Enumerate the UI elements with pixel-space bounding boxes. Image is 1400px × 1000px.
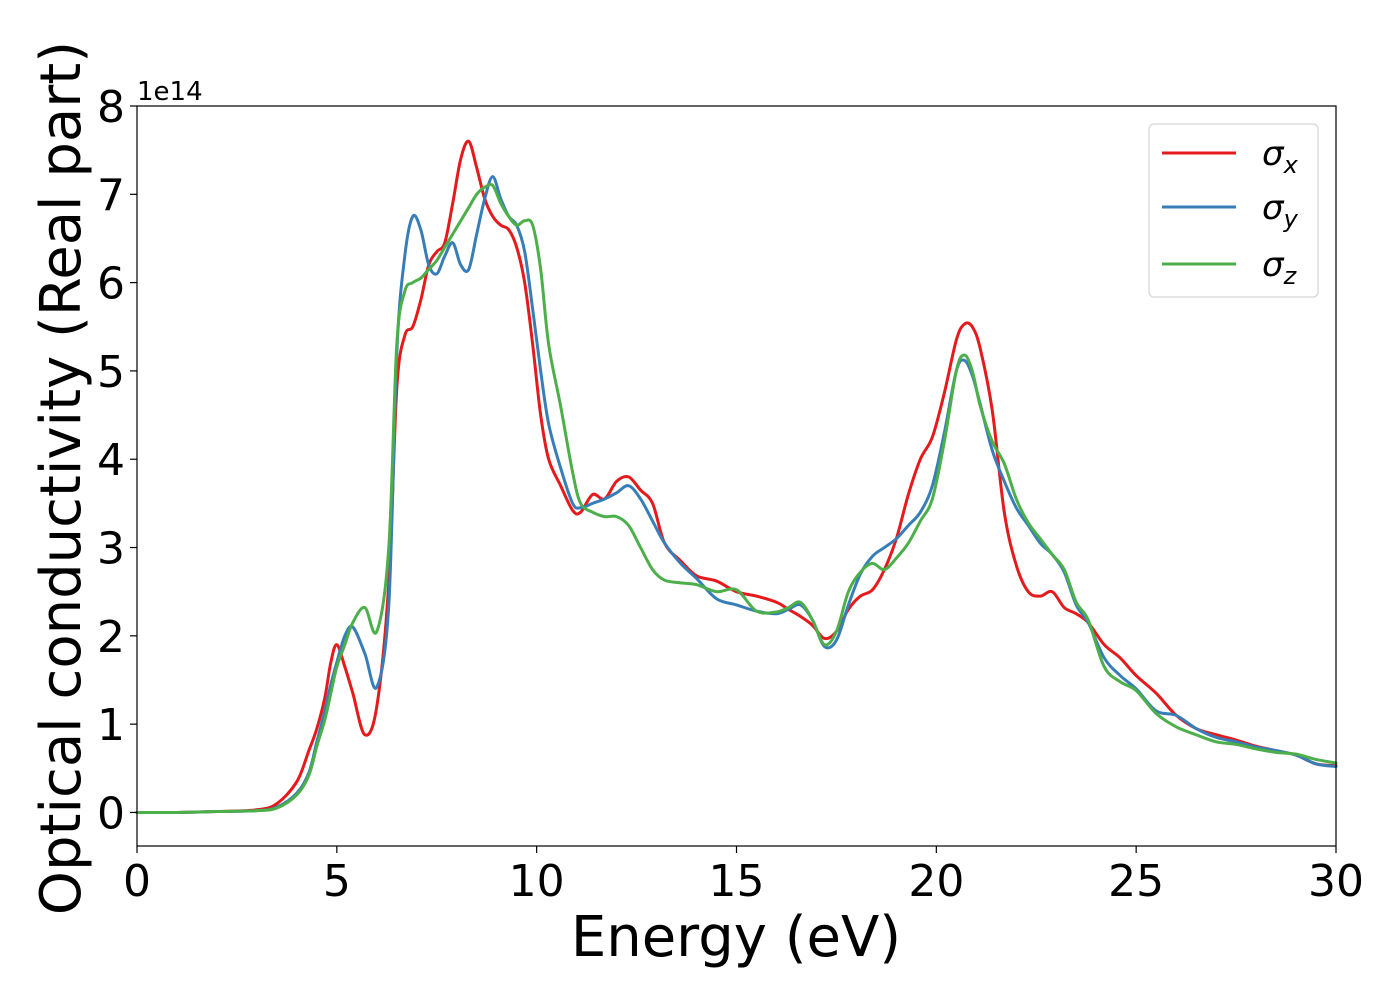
y-tick-label: 3: [97, 524, 125, 575]
y-tick-label: 2: [97, 612, 125, 663]
y-tick-label: 5: [97, 347, 125, 398]
y-tick-label: 6: [97, 259, 125, 310]
x-tick-label: 15: [709, 856, 765, 907]
x-tick-label: 0: [123, 856, 151, 907]
legend-label: σx: [1262, 134, 1299, 179]
ticks-layer: 0 5 10 15 20 25 30 0 1 2 3 4 5 6 7 8: [97, 82, 1364, 907]
x-tick-label: 30: [1308, 856, 1364, 907]
series-layer: [135, 139, 1338, 815]
y-tick-label: 7: [97, 170, 125, 221]
x-tick-label: 25: [1108, 856, 1164, 907]
x-axis-label: Energy (eV): [571, 905, 901, 970]
series-line-sigma-z: [135, 182, 1338, 815]
y-axis-label: Optical conductivity (Real part): [29, 41, 94, 915]
legend-box: [1148, 123, 1319, 298]
y-tick-label: 8: [97, 82, 125, 133]
x-tick-label: 5: [323, 856, 351, 907]
y-tick-label: 0: [97, 788, 125, 839]
y-tick-label: 4: [97, 435, 125, 486]
plot-background: [137, 106, 1336, 846]
y-tick-label: 1: [97, 700, 125, 751]
y-axis-multiplier-label: 1e14: [137, 77, 203, 107]
x-tick-label: 20: [908, 856, 964, 907]
x-tick-label: 10: [509, 856, 565, 907]
plot-area: [137, 106, 1336, 846]
